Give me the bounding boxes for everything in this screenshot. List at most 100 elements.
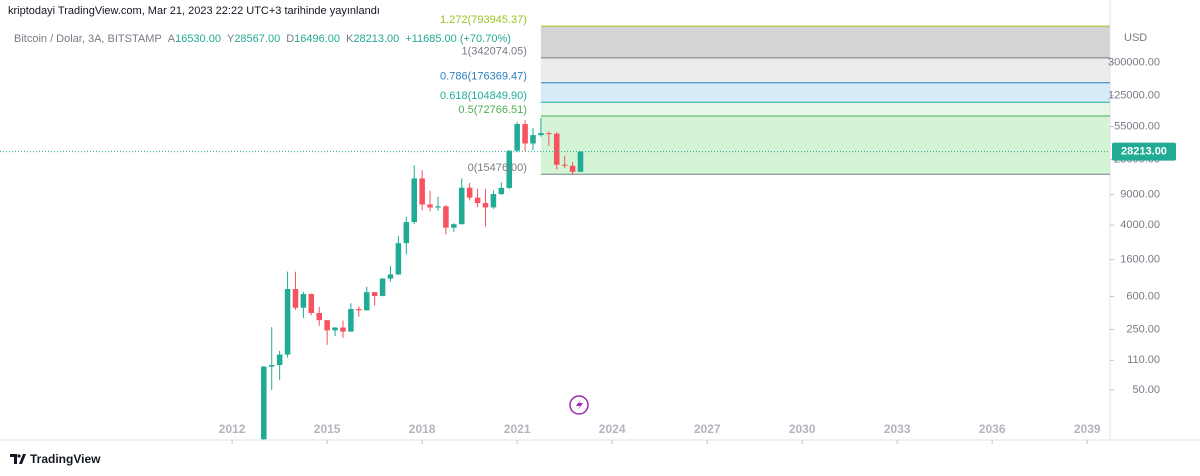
ohlc-value: 28567.00 — [234, 33, 281, 45]
y-tick-label: 50.00 — [1132, 384, 1160, 396]
candle-body — [546, 133, 552, 135]
candle-body — [553, 133, 560, 165]
candle-body — [387, 274, 394, 279]
price-label: 28213.00 — [1121, 146, 1167, 158]
event-icon-bolt — [576, 399, 583, 411]
x-tick-label: 2036 — [979, 422, 1006, 436]
candle-body — [427, 204, 433, 208]
y-tick-label: 9000.00 — [1120, 189, 1160, 201]
footer-text: TradingView — [30, 452, 101, 466]
fib-label: 1(342074.05) — [461, 46, 526, 58]
candle-body — [506, 150, 513, 188]
candle-body — [530, 135, 536, 144]
fib-bands — [540, 26, 1110, 175]
candles — [261, 118, 584, 440]
fib-band — [540, 102, 1110, 117]
candle-body — [474, 197, 481, 204]
candle-body — [379, 278, 386, 296]
fib-label: 0(15476.00) — [468, 162, 527, 174]
candle-body — [371, 292, 378, 296]
candle-body — [363, 292, 370, 311]
candle-body — [348, 309, 354, 332]
y-tick-label: 1600.00 — [1120, 254, 1160, 266]
symbol: Bitcoin / Dolar, 3A, BITSTAMP — [14, 33, 162, 45]
ohlc-item: D16496.00 — [286, 33, 340, 45]
fib-label: 0.618(104849.90) — [440, 90, 527, 102]
ohlc-value: 16530.00 — [175, 33, 221, 45]
candle-body — [395, 243, 402, 275]
price-label-box — [1112, 142, 1176, 161]
x-tick-label: 2021 — [504, 422, 531, 436]
candle-body — [316, 312, 322, 321]
ohlc-item: A16530.00 — [168, 33, 221, 45]
candle-body — [268, 365, 275, 367]
candle-body — [356, 309, 362, 311]
x-tick-label: 2039 — [1074, 422, 1101, 436]
candle-body — [498, 187, 505, 195]
fib-band — [540, 57, 1110, 83]
candle-body — [284, 289, 291, 355]
candle-body — [419, 178, 425, 205]
header: kriptodayi TradingView.com, Mar 21, 2023… — [8, 5, 380, 17]
ohlc-item: Y28567.00 — [227, 33, 280, 45]
ohlc-key: A — [167, 33, 176, 45]
y-tick-label: 300000.00 — [1108, 57, 1160, 69]
y-tick-label: 110.00 — [1127, 354, 1160, 366]
ohlc-key: D — [286, 33, 295, 45]
overlays: 0(15476.00) 0.5(72766.51) 0.618(104849.90)… — [0, 14, 1176, 175]
ohlc: A16530.00 Y28567.00 D16496.00 K28213.00 — [168, 33, 400, 45]
x-tick-label: 2024 — [599, 422, 626, 436]
x-tick-label: 2018 — [409, 422, 436, 436]
logo-icon — [10, 454, 26, 464]
ohlc-value: 16496.00 — [294, 33, 341, 45]
candle-body — [561, 164, 568, 166]
candle-body — [340, 327, 346, 332]
candle-body — [300, 294, 307, 308]
candle-body — [490, 194, 497, 208]
candle-body — [435, 206, 441, 208]
fib-band — [540, 116, 1110, 175]
candle-body — [451, 224, 457, 228]
y-unit: USD — [1124, 32, 1147, 44]
y-tick-label: 4000.00 — [1120, 219, 1160, 231]
candle-body — [569, 165, 576, 172]
event-icon[interactable] — [569, 395, 589, 415]
candle-body — [308, 294, 315, 313]
ohlc-key: Y — [226, 33, 235, 45]
y-tick-label: 125000.00 — [1108, 90, 1160, 102]
y-tick-label: 600.00 — [1126, 290, 1160, 302]
ohlc-value: 28213.00 — [353, 33, 400, 45]
candle-body — [276, 354, 283, 366]
candle-body — [482, 203, 489, 208]
candle-body — [466, 187, 473, 198]
x-tick-label: 2033 — [884, 422, 911, 436]
candle-body — [261, 366, 267, 440]
candle-body — [324, 320, 330, 331]
candle-body — [458, 187, 465, 225]
fib-band — [540, 26, 1110, 58]
candle-body — [403, 222, 410, 244]
x-tick-label: 2012 — [219, 422, 246, 436]
fib-band — [540, 82, 1110, 103]
status-line: Bitcoin / Dolar, 3A, BITSTAMP A16530.00 Y… — [14, 33, 511, 45]
y-tick-label: 55000.00 — [1114, 120, 1160, 132]
candle-body — [514, 124, 520, 151]
y-tick-label: 250.00 — [1126, 323, 1160, 335]
change: +11685.00 (+70.70%) — [405, 33, 511, 45]
ohlc-key: K — [346, 33, 354, 45]
candle-body — [292, 289, 299, 308]
candle-body — [522, 124, 528, 144]
fib-label: 1.272(793945.37) — [440, 14, 527, 26]
candle-body — [332, 327, 338, 331]
fib-label: 0.786(176369.47) — [440, 71, 527, 83]
fib-label: 0.5(72766.51) — [458, 104, 527, 116]
x-tick-label: 2027 — [694, 422, 721, 436]
x-tick-label: 2030 — [789, 422, 816, 436]
candle-body — [538, 133, 544, 136]
candle-body — [577, 151, 584, 172]
ohlc-item: K28213.00 — [346, 33, 399, 45]
axes: 50.00 110.00 250.00 600.00 1600.00 4000.00 900… — [0, 0, 1200, 444]
footer-logo: TradingView — [10, 452, 100, 466]
